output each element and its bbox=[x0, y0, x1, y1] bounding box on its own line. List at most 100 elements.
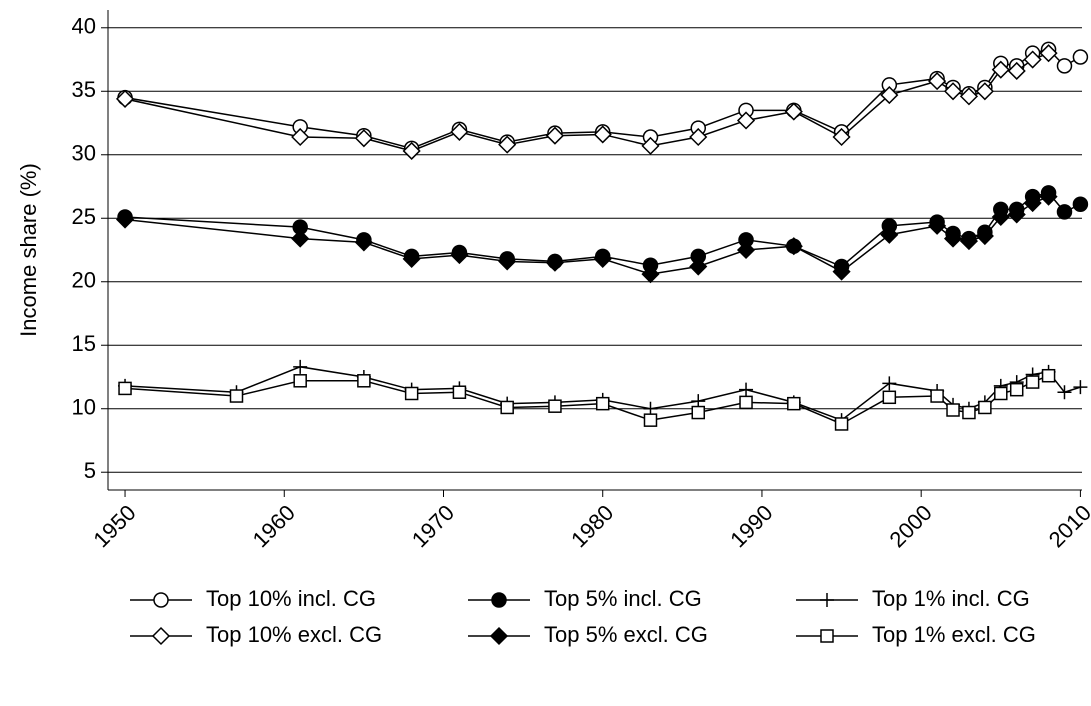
series-line bbox=[124, 195, 1049, 275]
marker bbox=[832, 127, 851, 147]
marker bbox=[1007, 61, 1026, 81]
marker bbox=[736, 111, 756, 130]
marker bbox=[291, 229, 310, 248]
marker bbox=[293, 359, 308, 374]
marker bbox=[1007, 205, 1026, 224]
marker bbox=[689, 127, 708, 147]
y-tick-label: 30 bbox=[72, 141, 96, 166]
marker bbox=[1073, 380, 1088, 395]
marker bbox=[1056, 58, 1073, 74]
marker bbox=[643, 401, 658, 416]
marker bbox=[1025, 375, 1040, 389]
marker bbox=[689, 257, 708, 276]
marker bbox=[832, 262, 851, 281]
marker bbox=[1009, 382, 1024, 397]
marker bbox=[498, 252, 517, 271]
marker bbox=[593, 125, 612, 144]
marker bbox=[1023, 193, 1042, 213]
series-line bbox=[124, 52, 1049, 152]
marker bbox=[641, 265, 660, 284]
marker bbox=[959, 232, 979, 251]
marker bbox=[736, 240, 756, 260]
y-tick-label: 25 bbox=[72, 204, 96, 229]
marker bbox=[641, 136, 660, 155]
marker bbox=[1072, 49, 1089, 65]
legend-label: Top 10% excl. CG bbox=[206, 622, 382, 647]
x-tick-label: 2010 bbox=[1044, 500, 1091, 552]
marker bbox=[991, 60, 1010, 79]
marker bbox=[691, 394, 706, 409]
marker bbox=[1023, 50, 1042, 69]
marker bbox=[293, 374, 307, 388]
marker bbox=[402, 141, 421, 161]
marker bbox=[291, 127, 310, 147]
marker bbox=[545, 126, 565, 145]
y-tick-label: 15 bbox=[72, 331, 96, 356]
marker bbox=[928, 216, 947, 235]
x-tick-label: 1970 bbox=[407, 500, 459, 552]
x-tick-label: 2000 bbox=[885, 500, 937, 552]
marker bbox=[975, 226, 994, 246]
marker bbox=[994, 386, 1008, 401]
marker bbox=[882, 390, 897, 405]
y-tick-label: 35 bbox=[72, 77, 96, 102]
marker bbox=[946, 403, 960, 417]
marker bbox=[943, 82, 963, 101]
y-axis-label: Income share (%) bbox=[16, 163, 41, 337]
marker bbox=[115, 89, 135, 108]
y-tick-label: 5 bbox=[84, 458, 96, 483]
marker bbox=[739, 382, 754, 397]
y-tick-label: 40 bbox=[72, 14, 96, 39]
marker bbox=[545, 253, 565, 272]
marker bbox=[1039, 187, 1058, 206]
marker bbox=[978, 400, 992, 415]
marker bbox=[1057, 385, 1072, 400]
marker bbox=[1056, 204, 1073, 220]
marker bbox=[151, 626, 171, 646]
marker bbox=[787, 396, 801, 411]
marker bbox=[452, 385, 467, 399]
marker bbox=[229, 389, 244, 403]
marker bbox=[491, 592, 507, 608]
marker bbox=[691, 405, 706, 420]
marker bbox=[739, 395, 753, 410]
marker bbox=[402, 249, 421, 268]
marker bbox=[930, 389, 944, 403]
marker bbox=[354, 233, 373, 252]
x-tick-label: 1950 bbox=[88, 500, 140, 552]
marker bbox=[880, 86, 899, 105]
legend-label: Top 5% excl. CG bbox=[544, 622, 708, 647]
marker bbox=[357, 374, 371, 388]
marker bbox=[959, 87, 979, 106]
legend-label: Top 1% incl. CG bbox=[872, 586, 1030, 611]
marker bbox=[928, 72, 947, 91]
marker bbox=[882, 376, 897, 391]
series-line bbox=[124, 375, 1049, 425]
marker bbox=[595, 396, 610, 411]
marker bbox=[548, 399, 562, 413]
x-tick-label: 1960 bbox=[248, 500, 300, 552]
marker bbox=[975, 82, 994, 101]
marker bbox=[115, 210, 135, 229]
marker bbox=[834, 417, 849, 431]
marker bbox=[450, 246, 469, 265]
y-tick-label: 20 bbox=[72, 268, 96, 293]
marker bbox=[1041, 368, 1056, 383]
marker bbox=[991, 207, 1010, 227]
marker bbox=[880, 225, 899, 244]
marker bbox=[1072, 196, 1089, 213]
marker bbox=[643, 413, 658, 427]
marker bbox=[500, 400, 514, 415]
legend-label: Top 10% incl. CG bbox=[206, 586, 376, 611]
marker bbox=[943, 229, 963, 248]
marker bbox=[820, 629, 834, 643]
y-tick-label: 10 bbox=[72, 395, 96, 420]
x-tick-label: 1980 bbox=[566, 500, 618, 552]
marker bbox=[962, 405, 976, 420]
marker bbox=[404, 386, 419, 401]
marker bbox=[593, 249, 612, 268]
x-tick-label: 1990 bbox=[725, 500, 777, 552]
marker bbox=[354, 129, 373, 148]
marker bbox=[784, 237, 803, 256]
